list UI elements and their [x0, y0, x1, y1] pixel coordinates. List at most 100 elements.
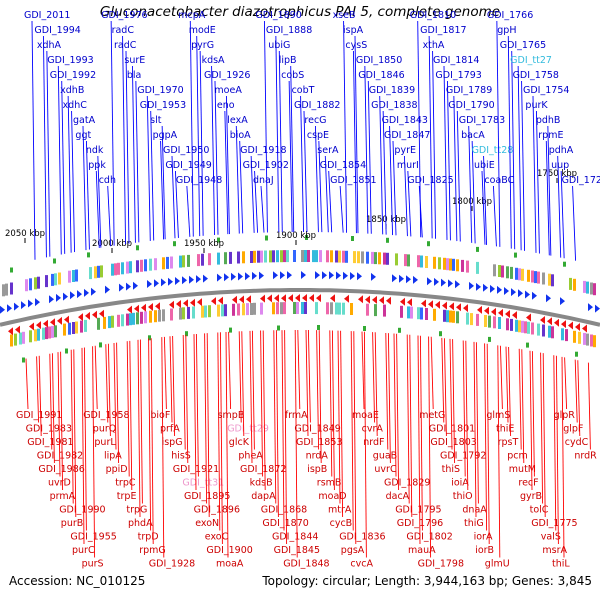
gene-label[interactable]: xthA: [423, 40, 445, 51]
gene-label[interactable]: GDI_1896: [194, 505, 240, 516]
gene-label[interactable]: GDI_1844: [272, 532, 318, 543]
gene-label[interactable]: ispB: [307, 464, 327, 475]
gene-label[interactable]: cycB: [330, 518, 353, 529]
gene-label[interactable]: tolC: [530, 505, 549, 516]
gene-label[interactable]: purQ: [93, 424, 116, 435]
gene-label[interactable]: pdhB: [536, 115, 561, 126]
gene-label[interactable]: ggt: [75, 130, 91, 141]
gene-label[interactable]: cspE: [307, 130, 329, 141]
gene-label[interactable]: cydC: [565, 437, 589, 448]
gene-label[interactable]: GDI_1847: [384, 130, 430, 141]
gene-label[interactable]: kdsA: [202, 55, 225, 66]
gene-label[interactable]: moeA: [214, 85, 242, 96]
gene-label[interactable]: GDI_1900: [206, 545, 252, 556]
gene-label[interactable]: dapA: [251, 491, 276, 502]
gene-label[interactable]: GDI_1803: [430, 437, 476, 448]
gene-label[interactable]: mauA: [408, 545, 436, 556]
gene-label[interactable]: ubiG: [268, 40, 290, 51]
gene-label[interactable]: cvrA: [362, 424, 384, 435]
gene-label[interactable]: GDI_1720: [562, 175, 600, 186]
gene-label[interactable]: GDI_1949: [165, 160, 211, 171]
gene-label[interactable]: thiO: [453, 491, 473, 502]
gene-label[interactable]: xdhB: [60, 85, 84, 96]
gene-label[interactable]: radC: [114, 40, 137, 51]
gene-label[interactable]: thiG: [464, 518, 484, 529]
gene-label[interactable]: modE: [189, 25, 216, 36]
gene-label[interactable]: uvrC: [374, 464, 397, 475]
gene-label[interactable]: pcm: [507, 451, 528, 462]
gene-label[interactable]: GDI_1950: [163, 145, 209, 156]
gene-label[interactable]: purB: [61, 518, 83, 529]
gene-label[interactable]: ioiA: [451, 478, 469, 489]
gene-label[interactable]: GDI_1870: [262, 518, 308, 529]
gene-label[interactable]: bioA: [230, 130, 251, 141]
gene-label[interactable]: metG: [419, 410, 445, 421]
gene-label[interactable]: GDI_1955: [70, 532, 116, 543]
gene-label[interactable]: mutM: [509, 464, 536, 475]
gene-label[interactable]: cobS: [281, 70, 304, 81]
gene-label[interactable]: purC: [72, 545, 95, 556]
gene-label[interactable]: GDI_1976: [101, 10, 147, 21]
gene-label[interactable]: GDI_1783: [459, 115, 505, 126]
gene-label[interactable]: GDI_1839: [369, 85, 415, 96]
gene-label[interactable]: pgpA: [153, 130, 178, 141]
gene-label[interactable]: phdA: [128, 518, 153, 529]
gene-label[interactable]: iorA: [474, 532, 493, 543]
gene-label[interactable]: GDI_1991: [16, 410, 62, 421]
gene-label[interactable]: trpD: [138, 532, 159, 543]
gene-label[interactable]: GDI_1882: [294, 100, 340, 111]
gene-label[interactable]: prfA: [160, 424, 180, 435]
gene-label[interactable]: bioF: [150, 410, 170, 421]
gene-label[interactable]: lipB: [279, 55, 297, 66]
top-gene-labels[interactable]: GDI_2011 GDI_1994 xdhA GDI_1993 GDI_1992 xdhB…: [24, 10, 600, 261]
gene-label[interactable]: purS: [82, 559, 104, 570]
gene-label[interactable]: iorB: [475, 545, 494, 556]
gene-label[interactable]: radC: [112, 25, 135, 36]
gene-label[interactable]: GDI_tt31: [182, 478, 224, 489]
gene-label[interactable]: rpsT: [498, 437, 519, 448]
gene-label[interactable]: pgsA: [341, 545, 365, 556]
gene-label[interactable]: recG: [304, 115, 326, 126]
gene-label[interactable]: frmA: [285, 410, 308, 421]
gene-label[interactable]: GDI_1846: [358, 70, 404, 81]
gene-label[interactable]: GDI_tt29: [227, 424, 269, 435]
gene-label[interactable]: GDI_2011: [24, 10, 70, 21]
gene-label[interactable]: GDI_1872: [240, 464, 286, 475]
gene-label[interactable]: GDI_1990: [59, 505, 105, 516]
gene-label[interactable]: ispA: [343, 25, 364, 36]
gene-label[interactable]: gyrB: [520, 491, 542, 502]
gene-label[interactable]: pheA: [238, 451, 263, 462]
gene-label[interactable]: ppiD: [106, 464, 128, 475]
gene-label[interactable]: GDI_1754: [523, 85, 569, 96]
gene-label[interactable]: purL: [94, 437, 116, 448]
gene-label[interactable]: mtrA: [328, 505, 352, 516]
gene-label[interactable]: GDI_1817: [420, 25, 466, 36]
gene-label[interactable]: GDI_1853: [296, 437, 342, 448]
gene-label[interactable]: GDI_1983: [26, 424, 72, 435]
gene-label[interactable]: moaE: [352, 410, 379, 421]
gene-label[interactable]: eno: [217, 100, 235, 111]
gene-label[interactable]: nrdA: [306, 451, 329, 462]
gene-label[interactable]: ubiE: [474, 160, 495, 171]
gene-label[interactable]: GDI_1902: [243, 160, 289, 171]
gene-label[interactable]: GDI_1765: [500, 40, 546, 51]
gene-label[interactable]: GDI_1758: [513, 70, 559, 81]
gene-label[interactable]: GDI_1793: [435, 70, 481, 81]
gene-label[interactable]: GDI_1789: [446, 85, 492, 96]
gene-label[interactable]: valS: [541, 532, 561, 543]
gene-label[interactable]: cysS: [345, 40, 367, 51]
gene-label[interactable]: rsmB: [317, 478, 342, 489]
gene-label[interactable]: coaBC: [484, 175, 514, 186]
gene-label[interactable]: GDI_1795: [395, 505, 441, 516]
gene-label[interactable]: GDI_1890: [255, 10, 301, 21]
gene-label[interactable]: trpE: [117, 491, 137, 502]
gene-label[interactable]: exoC: [205, 532, 229, 543]
gene-label[interactable]: rpmE: [538, 130, 563, 141]
gene-label[interactable]: pyrE: [394, 145, 416, 156]
gene-label[interactable]: hisS: [171, 451, 191, 462]
gene-label[interactable]: xdhC: [63, 100, 88, 111]
gene-label[interactable]: cobT: [292, 85, 315, 96]
gene-label[interactable]: GDI_1775: [531, 518, 577, 529]
gene-label[interactable]: GDI_1848: [283, 559, 329, 570]
gene-label[interactable]: GDI_tt28: [472, 145, 514, 156]
